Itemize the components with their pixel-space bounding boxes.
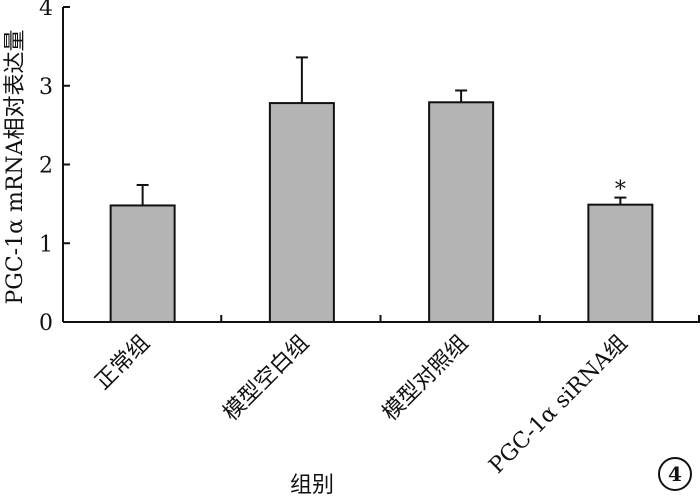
axes-layer <box>62 6 700 323</box>
y-tick-label: 3 <box>39 75 53 100</box>
bar <box>587 203 654 324</box>
bars-layer <box>109 101 654 324</box>
bar <box>428 101 495 323</box>
figure-badge: 4 <box>658 457 692 491</box>
error-bars-layer <box>136 56 627 206</box>
figure-badge-circle <box>658 457 692 491</box>
y-tick-label: 1 <box>39 232 53 257</box>
significance-marker: * <box>615 178 626 203</box>
x-category-label: 模型对照组 <box>378 331 473 426</box>
y-tick-label: 2 <box>39 154 53 179</box>
x-category-label: 正常组 <box>91 331 155 395</box>
bar <box>109 204 176 323</box>
y-tick-label: 0 <box>39 311 53 336</box>
x-category-label: 模型空白组 <box>219 331 314 426</box>
bar <box>268 102 335 323</box>
x-axis-title: 组别 <box>290 473 334 497</box>
figure-badge-number: 4 <box>668 462 682 486</box>
y-tick-label: 4 <box>39 0 53 21</box>
x-category-label: PGC-1α siRNA组 <box>484 331 632 479</box>
y-axis-title: PGC-1α mRNA相对表达量 <box>3 29 28 304</box>
